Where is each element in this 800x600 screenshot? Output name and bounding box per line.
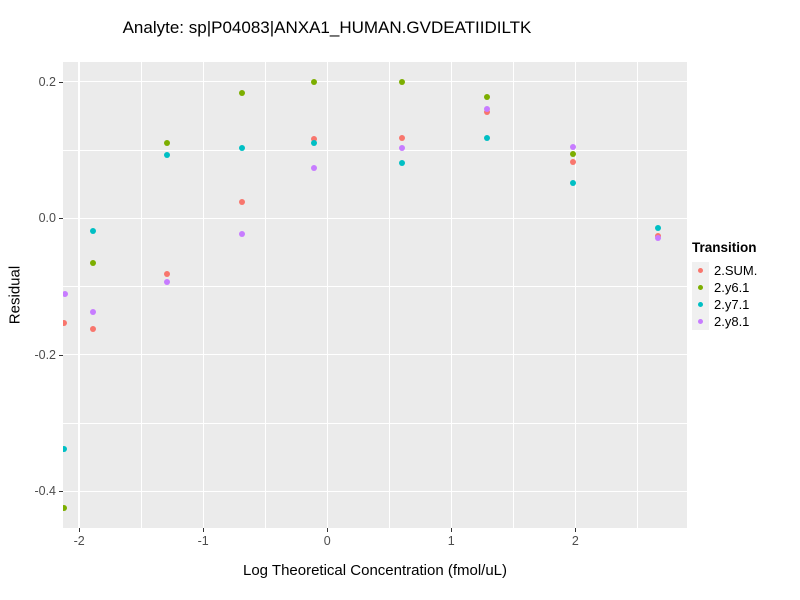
plot-panel [63,62,687,528]
x-tick-mark [575,528,577,532]
gridline-major-y [63,217,687,219]
y-tick-label: -0.2 [34,347,56,362]
data-point [238,144,245,151]
data-point [484,134,491,141]
gridline-major-y [63,354,687,356]
x-axis-title: Log Theoretical Concentration (fmol/uL) [242,562,508,579]
legend-key-dot [698,302,703,307]
data-point [63,290,69,297]
data-point [311,164,318,171]
data-point [484,106,491,113]
y-tick-label: -0.4 [34,484,56,499]
legend-item-label: 2.SUM. [714,263,758,278]
data-point [569,158,576,165]
data-point [569,143,576,150]
gridline-major-y [63,490,687,492]
gridline-minor-y [63,422,687,424]
y-tick-mark [59,218,63,220]
data-point [311,139,318,146]
data-point [655,225,662,232]
y-tick-mark [59,354,63,356]
legend: Transition 2.SUM. 2.y6.1 2.y7.1 2.y8.1 [692,240,757,330]
legend-item: 2.y7.1 [692,296,757,313]
data-point [89,326,96,333]
data-point [398,134,405,141]
x-tick-label: -1 [197,534,209,548]
legend-key-dot [698,285,703,290]
x-tick-mark [327,528,329,532]
data-point [238,230,245,237]
legend-key [692,279,709,296]
data-point [311,136,318,143]
legend-title: Transition [692,240,757,255]
legend-key [692,296,709,313]
legend-item: 2.SUM. [692,262,757,279]
x-tick-mark [203,528,205,532]
data-point [164,270,171,277]
gridline-major-x [450,62,452,528]
data-point [63,504,68,511]
legend-item: 2.y6.1 [692,279,757,296]
data-point [238,89,245,96]
gridline-minor-x [140,62,142,528]
legend-item: 2.y8.1 [692,313,757,330]
gridline-major-x [574,62,576,528]
data-point [398,159,405,166]
legend-key-dot [698,268,703,273]
y-tick-mark [59,81,63,83]
x-tick-label: 1 [447,534,455,548]
x-tick-label: 0 [323,534,331,548]
data-point [238,198,245,205]
data-point [398,79,405,86]
y-axis-title: Residual [6,265,24,325]
data-point [89,309,96,316]
legend-key-dot [698,319,703,324]
legend-key [692,313,709,330]
data-point [63,319,68,326]
data-point [484,94,491,101]
gridline-major-x [78,62,80,528]
data-point [398,144,405,151]
y-tick-label: 0.2 [38,74,56,89]
chart-title: Analyte: sp|P04083|ANXA1_HUMAN.GVDEATIID… [122,18,532,37]
data-point [164,278,171,285]
legend-item-label: 2.y7.1 [714,297,750,312]
gridline-minor-x [264,62,266,528]
legend-key [692,262,709,279]
legend-item-label: 2.y8.1 [714,314,750,329]
data-point [655,235,662,242]
x-tick-label: -2 [73,534,85,548]
data-point [484,109,491,116]
gridline-minor-x [388,62,390,528]
data-point [569,179,576,186]
data-point [569,151,576,158]
gridline-minor-x [512,62,514,528]
gridline-minor-y [63,149,687,151]
data-point [164,151,171,158]
gridline-minor-y [63,286,687,287]
data-point [63,445,68,452]
gridline-major-y [63,81,687,83]
data-point [89,227,96,234]
gridline-major-x [202,62,204,528]
x-tick-mark [451,528,453,532]
data-point [311,78,318,85]
legend-items: 2.SUM. 2.y6.1 2.y7.1 2.y8.1 [692,262,757,330]
legend-item-label: 2.y6.1 [714,280,750,295]
x-tick-mark [79,528,81,532]
y-tick-label: 0.0 [38,211,56,226]
data-point [164,139,171,146]
data-point [89,260,96,267]
gridline-major-x [326,62,328,528]
x-tick-label: 2 [571,534,579,548]
y-tick-mark [59,491,63,493]
gridline-minor-x [637,62,638,528]
